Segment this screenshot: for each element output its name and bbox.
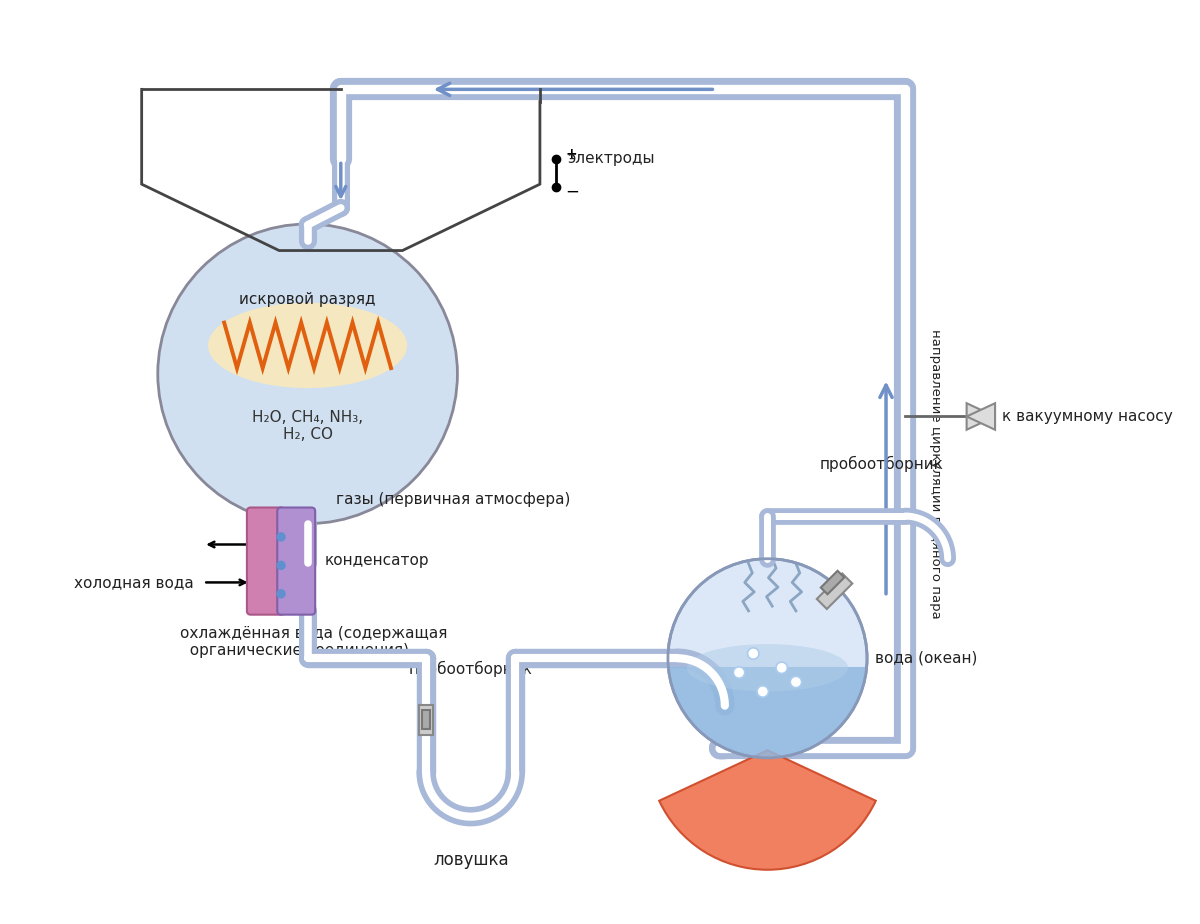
Circle shape: [791, 676, 802, 687]
Text: конденсатор: конденсатор: [325, 553, 430, 568]
Text: H₂O, CH₄, NH₃,
H₂, CO: H₂O, CH₄, NH₃, H₂, CO: [252, 409, 364, 443]
Circle shape: [276, 590, 286, 599]
Circle shape: [276, 561, 286, 570]
Circle shape: [776, 663, 787, 674]
Circle shape: [276, 532, 286, 541]
Text: электроды: электроды: [568, 151, 655, 166]
Circle shape: [668, 559, 868, 758]
Polygon shape: [821, 571, 845, 594]
Text: −: −: [565, 183, 580, 201]
Text: холодная вода: холодная вода: [74, 575, 194, 590]
Polygon shape: [967, 403, 995, 430]
Text: охлаждённая вода (содержащая
  органические соединения): охлаждённая вода (содержащая органически…: [180, 626, 446, 659]
Text: ловушка: ловушка: [433, 851, 509, 869]
Ellipse shape: [686, 644, 848, 691]
Circle shape: [733, 667, 745, 678]
Circle shape: [748, 648, 758, 659]
Text: пробоотборник: пробоотборник: [820, 456, 943, 472]
Text: источник тепла: источник тепла: [703, 793, 832, 808]
Wedge shape: [659, 750, 876, 869]
Polygon shape: [668, 667, 866, 758]
Circle shape: [157, 224, 457, 524]
Ellipse shape: [208, 303, 407, 388]
Text: вода (океан): вода (океан): [875, 650, 977, 666]
Text: направление циркуляции водяного пара: направление циркуляции водяного пара: [929, 329, 942, 618]
Text: к вакуумному насосу: к вакуумному насосу: [1002, 409, 1172, 424]
Polygon shape: [967, 403, 995, 430]
Polygon shape: [817, 574, 852, 609]
Polygon shape: [422, 711, 431, 729]
Polygon shape: [420, 705, 433, 736]
Circle shape: [757, 686, 768, 698]
Text: +: +: [565, 147, 577, 161]
FancyBboxPatch shape: [247, 507, 284, 614]
FancyBboxPatch shape: [277, 507, 316, 614]
Text: пробоотборник: пробоотборник: [409, 661, 533, 677]
Text: искровой разряд: искровой разряд: [239, 292, 376, 308]
Text: газы (первичная атмосфера): газы (первичная атмосфера): [336, 492, 570, 507]
